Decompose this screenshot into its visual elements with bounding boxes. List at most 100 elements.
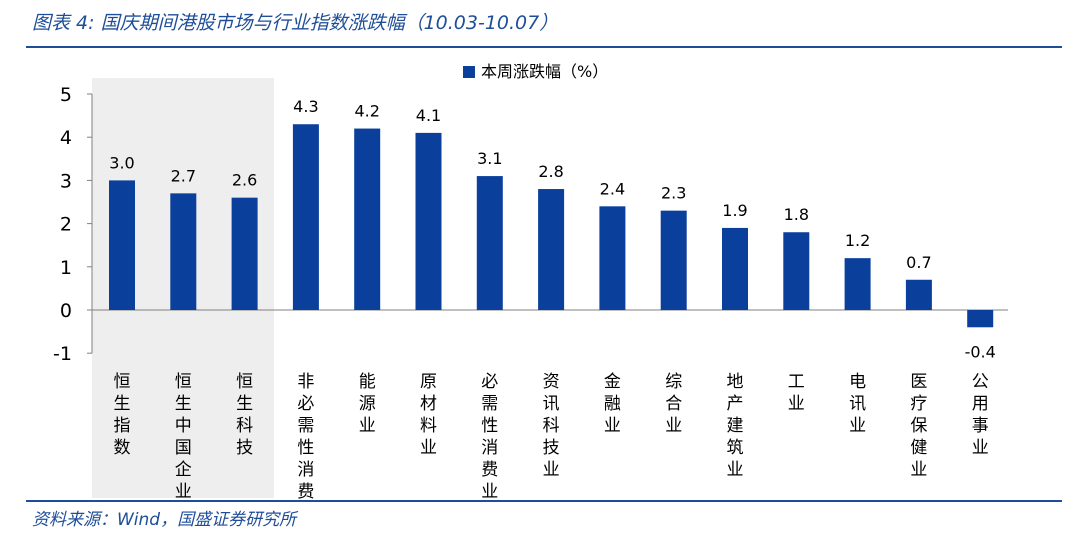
bar	[660, 210, 687, 310]
category-label-char: 性	[481, 416, 498, 436]
category-label-char: 中	[175, 416, 192, 436]
category-label-char: 公	[972, 372, 989, 392]
data-label: 3.1	[477, 149, 502, 168]
bar	[109, 180, 135, 310]
data-label: 1.9	[722, 201, 747, 220]
data-label: 0.7	[906, 253, 931, 272]
category-label-char: 融	[604, 394, 621, 414]
category-label-char: 消	[297, 460, 314, 480]
data-label: 2.4	[600, 179, 625, 198]
bar	[967, 310, 994, 328]
bar	[170, 193, 197, 310]
category-labels: 恒生指数恒生中国企业恒生科技非必需性消费能源业原材料业必需性消费业资讯科技业金融…	[114, 372, 989, 502]
bar	[231, 197, 258, 310]
category-label-char: 费	[481, 460, 498, 480]
source-note: 资料来源：Wind，国盛证券研究所	[32, 510, 297, 530]
category-label-char: 电	[849, 372, 866, 392]
category-label-char: 业	[972, 438, 989, 458]
category-label-char: 生	[114, 394, 131, 414]
category-label-char: 业	[359, 416, 376, 436]
bar	[905, 279, 932, 310]
y-tick-label: 5	[60, 84, 72, 106]
category-label-char: 金	[604, 372, 621, 392]
category-label-char: 讯	[849, 394, 866, 414]
category-label-char: 医	[910, 372, 927, 392]
category-label-char: 筑	[727, 438, 744, 458]
y-tick-label: 4	[60, 127, 72, 149]
bar	[415, 132, 442, 310]
bar	[599, 206, 626, 310]
category-label-char: 业	[175, 482, 192, 502]
category-label-char: 业	[420, 438, 437, 458]
figure-title: 图表 4: 国庆期间港股市场与行业指数涨跌幅（10.03-10.07）	[32, 12, 559, 34]
bottom-rule	[26, 500, 1062, 502]
legend-label: 本周涨跌幅（%）	[481, 62, 608, 81]
data-label: 2.3	[661, 184, 686, 203]
category-label-char: 非	[297, 372, 314, 392]
bar	[722, 227, 748, 310]
category-label-char: 用	[972, 394, 989, 414]
y-tick-labels: 5 4 3 2 1 0 -1	[53, 84, 72, 365]
category-label-char: 必	[481, 372, 498, 392]
category-label-char: 讯	[543, 394, 560, 414]
data-label: -0.4	[965, 342, 996, 361]
category-label-char: 国	[175, 438, 192, 458]
y-tick-label: 3	[60, 170, 72, 192]
category-label-char: 企	[175, 460, 192, 480]
category-label-char: 业	[849, 416, 866, 436]
category-label-char: 业	[543, 460, 560, 480]
data-label: 1.2	[845, 231, 870, 250]
category-label-char: 恒	[114, 372, 131, 392]
category-label-char: 恒	[175, 372, 192, 392]
category-label-char: 消	[481, 438, 498, 458]
data-label: 1.8	[784, 205, 809, 224]
category-label-char: 产	[727, 394, 744, 414]
bar	[354, 128, 381, 310]
category-label-char: 技	[543, 438, 560, 458]
category-label-char: 业	[727, 460, 744, 480]
category-label-char: 费	[297, 482, 314, 502]
category-label-char: 地	[727, 372, 744, 392]
category-label-char: 保	[910, 416, 927, 436]
category-label-char: 技	[236, 438, 253, 458]
category-label-char: 指	[114, 416, 131, 436]
category-label-char: 料	[420, 416, 437, 436]
category-label-char: 事	[972, 416, 989, 436]
category-label-char: 原	[420, 372, 437, 392]
y-tick-label: 2	[60, 214, 72, 236]
category-label-char: 建	[727, 416, 744, 436]
data-labels: 3.0 2.7 2.6 4.3 4.2 4.1 3.1 2.8 2.4 2.3 1.9 1.8 1.2 0…	[109, 97, 996, 361]
category-label-char: 科	[543, 416, 560, 436]
category-label-char: 业	[604, 416, 621, 436]
bar	[538, 189, 565, 310]
category-label-char: 综	[665, 372, 682, 392]
bars	[109, 124, 994, 328]
category-label-char: 科	[236, 416, 253, 436]
data-label: 4.3	[293, 97, 318, 116]
y-tick-label: -1	[53, 343, 72, 365]
top-rule	[26, 46, 1062, 48]
legend: 本周涨跌幅（%）	[463, 62, 608, 81]
y-tick-label: 0	[60, 300, 72, 322]
category-label-char: 必	[297, 394, 314, 414]
category-label-char: 数	[114, 438, 131, 458]
data-label: 2.8	[538, 162, 563, 181]
data-label: 3.0	[109, 153, 134, 172]
bar	[476, 176, 503, 310]
bar	[783, 232, 810, 310]
data-label: 2.7	[171, 166, 196, 185]
category-label-char: 健	[910, 438, 927, 458]
category-label-char: 工	[788, 372, 805, 392]
category-label-char: 性	[297, 438, 314, 458]
category-label-char: 业	[788, 394, 805, 414]
category-label-char: 生	[175, 394, 192, 414]
category-label-char: 业	[910, 460, 927, 480]
y-tick-label: 1	[60, 257, 72, 279]
data-label: 4.1	[416, 106, 441, 125]
category-label-char: 材	[420, 394, 437, 414]
category-label-char: 恒	[236, 372, 253, 392]
category-label-char: 合	[665, 394, 682, 414]
bar	[292, 124, 319, 311]
category-label-char: 需	[297, 416, 314, 436]
